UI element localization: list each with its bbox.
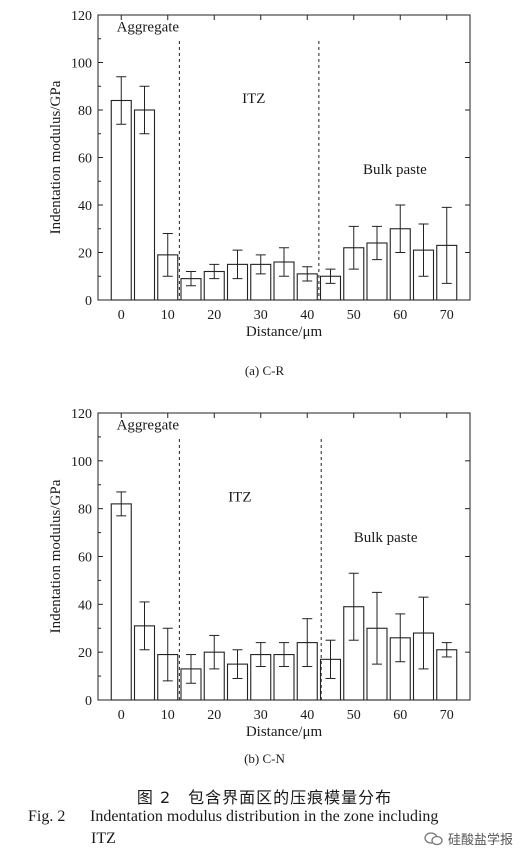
chart-a-x-tick-label: 10 (161, 308, 175, 323)
chart-b-y-tick-label: 20 (78, 646, 92, 661)
chart-a-x-tick-label: 40 (300, 308, 314, 323)
chart-a-y-tick-label: 0 (85, 294, 92, 309)
chart-b-x-tick-label: 70 (440, 708, 454, 723)
chart-b-y-tick-label: 120 (71, 407, 92, 422)
chart-a-x-tick-label: 0 (118, 308, 125, 323)
wechat-icon (424, 831, 443, 845)
figure-number: Fig. 2 (28, 808, 66, 825)
chart-a-x-tick-label: 20 (207, 308, 221, 323)
chart-a-x-tick-label: 60 (393, 308, 407, 323)
chart-b-x-tick-label: 50 (347, 708, 361, 723)
chart-panel-a: 0 20 40 60 80 100 120 0 10 20 30 40 50 60 70 Aggregate I… (0, 0, 529, 395)
subcaption-b: (b) C-N (244, 751, 285, 766)
chart-a-y-tick-label: 40 (78, 199, 92, 214)
chart-b-y-tick-label: 100 (71, 455, 92, 470)
chart-a-zone-label: Aggregate (117, 20, 180, 36)
chart-a-y-tick-label: 100 (71, 57, 92, 72)
chart-a-y-tick-label: 20 (78, 247, 92, 262)
chart-a-x-tick-label: 30 (254, 308, 268, 323)
chart-b-zone-label: Aggregate (117, 418, 180, 434)
chart-b-y-axis-label: Indentation modulus/GPa (48, 479, 64, 633)
chart-b-y-tick-label: 0 (85, 694, 92, 709)
chart-a-y-tick-label: 120 (71, 9, 92, 24)
chart-a-x-tick-label: 70 (440, 308, 454, 323)
chart-a-y-tick-label: 60 (78, 152, 92, 167)
chart-a-y-axis-label: Indentation modulus/GPa (48, 80, 64, 234)
chart-b-bar (110, 503, 132, 701)
chart-b-x-axis-label: Distance/μm (246, 724, 323, 740)
chart-a-bar (110, 99, 132, 301)
chart-b-x-tick-label: 20 (207, 708, 221, 723)
chart-b-x-tick-label: 30 (254, 708, 268, 723)
chart-a-y-tick-label: 80 (78, 104, 92, 119)
chart-a-zone-label: ITZ (242, 91, 265, 107)
chart-b-zone-label: Bulk paste (354, 530, 418, 546)
chart-b-y-tick-label: 80 (78, 503, 92, 518)
chart-b-x-tick-label: 0 (118, 708, 125, 723)
chart-b-svg: 0 20 40 60 80 100 120 0 10 20 30 40 50 60 70 Aggregate I… (48, 407, 471, 740)
watermark: 硅酸盐学报 (424, 829, 513, 848)
watermark-text: 硅酸盐学报 (447, 833, 513, 848)
subcaption-a: (a) C-R (244, 363, 285, 378)
figure-caption-english-text: Indentation modulus distribution in the … (90, 808, 439, 825)
figure-caption-english-line2: ITZ (91, 830, 116, 847)
figure-caption-chinese: 图 2 包含界面区的压痕模量分布 (136, 788, 393, 807)
chart-b-zone-label: ITZ (228, 489, 251, 505)
chart-a-svg: 0 20 40 60 80 100 120 0 10 20 30 40 50 60 70 Aggregate I… (48, 9, 471, 340)
chart-a-x-tick-label: 50 (347, 308, 361, 323)
chart-a-bar (133, 109, 156, 301)
chart-b-x-tick-label: 40 (300, 708, 314, 723)
chart-panel-b: 0 20 40 60 80 100 120 0 10 20 30 40 50 60 70 Aggregate I… (0, 395, 529, 780)
chart-b-y-tick-label: 60 (78, 551, 92, 566)
chart-a-zone-label: Bulk paste (363, 162, 427, 178)
figure-caption-english-line1: Fig. 2 Indentation modulus distribution i… (28, 808, 508, 826)
chart-b-x-tick-label: 60 (393, 708, 407, 723)
chart-a-x-axis-label: Distance/μm (246, 324, 323, 340)
chart-b-x-tick-label: 10 (161, 708, 175, 723)
chart-b-y-tick-label: 40 (78, 598, 92, 613)
